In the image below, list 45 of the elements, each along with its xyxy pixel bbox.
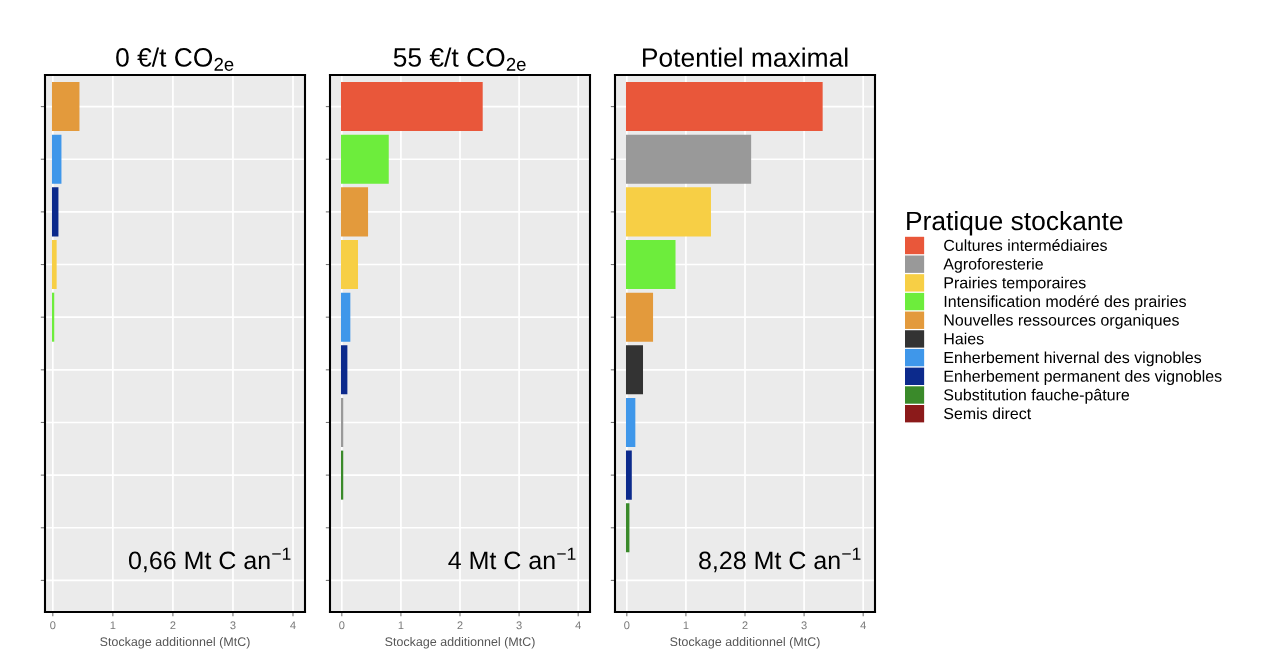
bar bbox=[51, 134, 62, 184]
legend-label: Enherbement permanent des vignobles bbox=[944, 370, 1222, 385]
bar bbox=[340, 240, 359, 290]
x-tick-label: 1 bbox=[683, 621, 689, 630]
annotation: 4 Mt C an$^{−1}$ bbox=[448, 547, 576, 570]
x-tick-label: 1 bbox=[398, 621, 404, 630]
bar bbox=[51, 240, 57, 290]
x-tick-label: 4 bbox=[860, 621, 866, 630]
bar bbox=[51, 82, 80, 132]
x-tick-label: 2 bbox=[742, 621, 748, 630]
x-axis-title: Stockage additionnel (MtC) bbox=[100, 636, 250, 649]
bar bbox=[340, 187, 369, 237]
chart-title: Potentiel maximal bbox=[643, 47, 848, 67]
x-tick-label: 3 bbox=[230, 621, 236, 630]
legend-label: Enherbement hivernal des vignobles bbox=[944, 351, 1202, 367]
legend-label: Haies bbox=[944, 332, 984, 345]
legend-label: Substitution fauche-pâture bbox=[944, 388, 1130, 404]
legend-label: Intensification modéré des prairies bbox=[944, 295, 1186, 311]
legend-label: Prairies temporaires bbox=[944, 276, 1086, 292]
annotation: 0,66 Mt C an$^{−1}$ bbox=[128, 547, 291, 573]
legend-label: Semis direct bbox=[944, 407, 1032, 420]
x-tick-label: 3 bbox=[516, 621, 522, 630]
x-tick-label: 1 bbox=[110, 621, 116, 630]
x-tick-label: 0 bbox=[339, 621, 345, 630]
x-tick-label: 2 bbox=[170, 621, 176, 630]
x-tick-label: 4 bbox=[290, 621, 296, 630]
bar bbox=[340, 345, 348, 395]
legend-label: Nouvelles ressources organiques bbox=[944, 314, 1179, 329]
x-tick-label: 3 bbox=[801, 621, 807, 630]
chart-title: 55 €/t CO$_{2e}$ bbox=[393, 47, 526, 71]
x-tick-label: 2 bbox=[457, 621, 463, 630]
x-axis-title: Stockage additionnel (MtC) bbox=[385, 636, 535, 649]
legend-title: Pratique stockante bbox=[907, 210, 1123, 236]
x-tick-label: 0 bbox=[624, 621, 630, 630]
legend-label: Agroforesterie bbox=[943, 257, 1043, 273]
bar bbox=[340, 292, 351, 342]
x-tick-label: 0 bbox=[50, 621, 56, 630]
bar bbox=[340, 82, 483, 132]
bar bbox=[340, 134, 389, 184]
chart-title: 0 €/t CO$_{2e}$ bbox=[116, 47, 234, 71]
bar bbox=[51, 187, 59, 237]
legend-label: Cultures intermédiaires bbox=[944, 239, 1107, 251]
annotation: 8,28 Mt C an$^{−1}$ bbox=[699, 547, 861, 573]
x-tick-label: 4 bbox=[575, 621, 581, 630]
x-axis-title: Stockage additionnel (MtC) bbox=[670, 636, 820, 649]
